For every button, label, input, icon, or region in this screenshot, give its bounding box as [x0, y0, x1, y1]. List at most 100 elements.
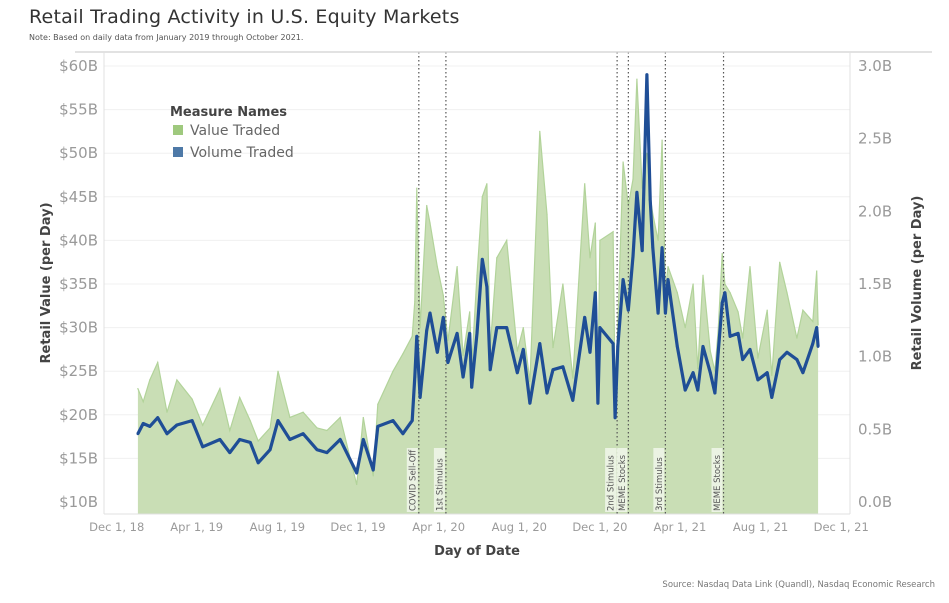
volume-traded-point: [228, 451, 232, 454]
y-left-tick-label: $60B: [59, 57, 98, 75]
volume-traded-point: [611, 342, 615, 345]
volume-traded-point: [276, 419, 280, 423]
y-right-tick-label: 1.0B: [858, 348, 892, 366]
value-traded-point: [202, 424, 204, 426]
volume-traded-point: [720, 301, 724, 305]
volume-traded-point: [338, 438, 342, 441]
value-traded-point: [594, 222, 596, 224]
volume-traded-point: [391, 419, 395, 423]
volume-traded-point: [435, 350, 439, 354]
value-traded-point: [411, 335, 413, 337]
volume-traded-point: [545, 391, 549, 395]
volume-traded-point: [495, 326, 499, 329]
y-left-tick-label: $10B: [59, 493, 98, 511]
volume-traded-point: [640, 249, 644, 252]
volume-traded-point: [816, 345, 820, 348]
legend-swatch-volume-traded: [173, 147, 183, 157]
volume-traded-point: [325, 451, 329, 454]
volume-traded-point: [756, 378, 760, 382]
value-traded-point: [442, 294, 444, 296]
volume-traded-point: [811, 342, 815, 345]
value-traded-point: [749, 265, 751, 268]
value-traded-point: [516, 350, 518, 352]
event-label: 3rd Stimulus: [655, 457, 665, 511]
x-tick-label: Apr 1, 19: [170, 520, 223, 534]
volume-traded-point: [301, 432, 305, 436]
value-traded-point: [817, 324, 819, 326]
volume-traded-point: [801, 371, 805, 375]
volume-traded-point: [428, 311, 432, 315]
y-left-tick-label: $35B: [59, 275, 98, 293]
volume-traded-point: [470, 385, 474, 389]
volume-traded-point: [795, 358, 799, 361]
volume-traded-point: [785, 350, 789, 354]
volume-traded-point: [475, 332, 479, 335]
value-traded-point: [599, 239, 601, 241]
value-traded-point: [362, 416, 364, 419]
event-label: MEME Stocks: [618, 454, 628, 511]
volume-traded-point: [651, 246, 655, 250]
volume-traded-point: [660, 246, 664, 250]
volume-traded-point: [736, 332, 740, 335]
volume-traded-point: [588, 350, 592, 354]
volume-traded-point: [728, 334, 732, 338]
y-right-tick-label: 1.5B: [858, 275, 892, 293]
volume-traded-point: [528, 401, 532, 405]
y-left-tick-label: $45B: [59, 188, 98, 206]
value-traded-point: [562, 283, 564, 285]
value-traded-point: [796, 337, 798, 339]
y-axis-right-title: Retail Volume (per Day): [910, 196, 925, 371]
volume-traded-point: [770, 395, 774, 399]
x-tick-label: Dec 1, 19: [330, 520, 385, 534]
volume-traded-point: [701, 345, 705, 348]
value-traded-point: [667, 265, 669, 268]
value-traded-point: [632, 178, 634, 180]
volume-traded-point: [156, 416, 160, 420]
value-traded-point: [496, 257, 498, 259]
volume-traded-point: [441, 316, 445, 319]
value-traded-point: [636, 78, 638, 80]
source-note: Source: Nasdaq Data Link (Quandl), Nasda…: [662, 580, 935, 590]
value-traded-point: [289, 416, 291, 419]
legend-swatch-value-traded: [173, 125, 183, 135]
value-traded-point: [426, 204, 428, 207]
value-traded-point: [721, 252, 723, 255]
legend: Measure Names Value Traded Volume Traded: [170, 105, 294, 161]
volume-traded-point: [778, 358, 782, 361]
x-tick-label: Dec 1, 21: [814, 520, 869, 534]
volume-traded-point: [613, 416, 617, 420]
volume-traded-point: [656, 311, 660, 315]
value-traded-point: [257, 440, 259, 442]
event-label-bg: [711, 448, 723, 512]
value-traded-point: [469, 311, 471, 313]
volume-traded-point: [468, 332, 472, 335]
value-traded-point: [529, 381, 531, 383]
volume-traded-point: [683, 388, 687, 392]
value-traded-point: [176, 379, 178, 381]
y-left-tick-label: $40B: [59, 231, 98, 249]
value-traded-point: [416, 187, 418, 189]
volume-traded-point: [741, 358, 745, 361]
value-traded-point: [612, 231, 614, 233]
volume-traded-point: [410, 419, 414, 423]
volume-traded-point: [561, 365, 565, 369]
event-label: 2nd Stimulus: [607, 455, 617, 511]
value-traded-point: [622, 161, 624, 163]
value-traded-point: [771, 374, 773, 377]
event-label: COVID Sell-Off: [408, 449, 418, 511]
volume-traded-point: [136, 432, 140, 436]
volume-traded-point: [371, 468, 375, 472]
value-traded-point: [506, 239, 508, 241]
event-label-bg: [616, 448, 628, 512]
volume-traded-point: [696, 388, 700, 392]
volume-traded-point: [415, 334, 419, 338]
value-traded-point: [779, 261, 781, 263]
value-traded-point: [646, 152, 648, 154]
volume-traded-point: [663, 311, 667, 315]
y-left-tick-label: $30B: [59, 319, 98, 337]
event-label: MEME Stocks: [713, 454, 723, 511]
volume-traded-point: [626, 308, 630, 312]
y-left-tick-label: $50B: [59, 144, 98, 162]
volume-traded-point: [288, 438, 292, 441]
